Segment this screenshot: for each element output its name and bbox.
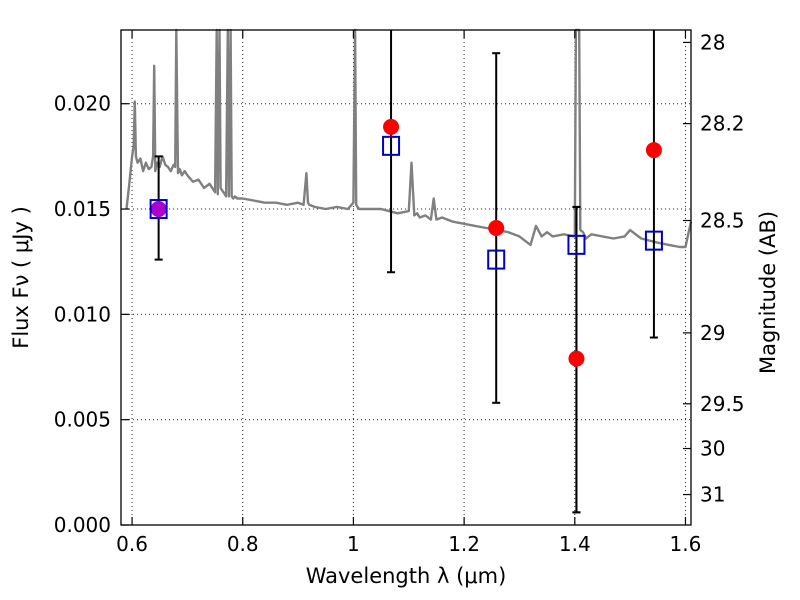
y-tick-label: 0.000 [54, 513, 111, 537]
axis-ticks [121, 30, 691, 526]
y-tick-labels: 0.000 0.005 0.010 0.015 0.020 [54, 92, 111, 537]
magnitude-tick-label: 28.2 [700, 112, 745, 136]
x-tick-label: 1.6 [670, 532, 702, 556]
template-spectrum [125, 28, 693, 249]
model-point [644, 230, 663, 251]
observed-point [645, 142, 662, 159]
model-points [149, 135, 663, 270]
observed-point [488, 220, 505, 236]
observed-points [150, 118, 662, 367]
observed-point [383, 118, 400, 135]
observed-point [568, 350, 585, 367]
x-axis-label: Wavelength λ (μm) [306, 564, 507, 588]
magnitude-tick-label: 31 [700, 483, 725, 507]
error-bars [154, 30, 658, 514]
x-tick-label: 1.4 [559, 532, 591, 556]
grid [121, 30, 691, 526]
magnitude-tick-label: 29.5 [700, 392, 745, 416]
magnitude-tick-label: 28 [700, 30, 725, 54]
model-point [382, 135, 401, 156]
x-tick-label: 0.6 [116, 532, 148, 556]
plot-frame [120, 29, 692, 526]
right-axis-label: Magnitude (AB) [756, 211, 780, 374]
x-tick-label: 1.2 [448, 532, 480, 556]
spectrum-line [125, 28, 693, 249]
magnitude-tick-label: 29 [700, 321, 725, 345]
magnitude-tick-label: 28.5 [700, 209, 745, 233]
y-tick-label: 0.005 [54, 408, 111, 432]
observed-point [150, 201, 167, 218]
model-point [567, 234, 586, 255]
magnitude-tick-labels: 28 28.2 28.5 29 29.5 30 31 [700, 30, 745, 506]
y-axis-label: Flux Fν ( μJy ) [9, 206, 33, 349]
y-tick-label: 0.020 [54, 92, 111, 116]
magnitude-tick-label: 30 [700, 437, 725, 461]
x-tick-label: 1 [347, 532, 360, 556]
model-point [149, 199, 168, 220]
y-tick-label: 0.010 [54, 302, 111, 326]
model-point [487, 249, 506, 270]
x-tick-label: 0.8 [227, 532, 259, 556]
y-tick-label: 0.015 [54, 197, 111, 221]
x-tick-labels: 0.6 0.8 1 1.2 1.4 1.6 [116, 532, 701, 556]
